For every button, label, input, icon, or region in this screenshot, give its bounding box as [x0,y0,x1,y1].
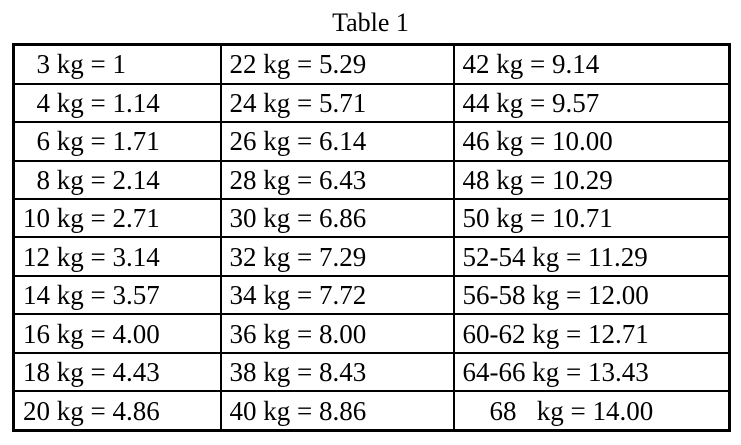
table-cell: 40 kg = 8.86 [219,390,455,432]
table-row: 6 kg = 1.71 26 kg = 6.14 46 kg = 10.00 [12,121,731,162]
weight-table-body: 3 kg = 1 22 kg = 5.29 42 kg = 9.14 4 kg = … [12,43,731,432]
weight-table: 3 kg = 1 22 kg = 5.29 42 kg = 9.14 4 kg = … [12,43,731,432]
table-cell: 18 kg = 4.43 [12,351,222,393]
table-caption: Table 1 [332,8,409,37]
table-cell: 8 kg = 2.14 [12,159,222,200]
table-row: 14 kg = 3.57 34 kg = 7.72 56-58 kg = 12.00 [12,274,731,316]
table-cell: 38 kg = 8.43 [219,351,455,393]
table-cell: 30 kg = 6.86 [219,197,455,239]
table-row: 20 kg = 4.86 40 kg = 8.86 68 kg = 14.00 [12,390,731,432]
table-row: 12 kg = 3.14 32 kg = 7.29 52-54 kg = 11.29 [12,236,731,277]
table-cell: 10 kg = 2.71 [12,197,222,239]
table-cell: 3 kg = 1 [12,43,222,85]
table-cell: 48 kg = 10.29 [452,159,731,200]
table-cell: 20 kg = 4.86 [12,390,222,432]
table-cell: 68 kg = 14.00 [452,390,731,432]
table-row: 3 kg = 1 22 kg = 5.29 42 kg = 9.14 [12,43,731,85]
table-row: 10 kg = 2.71 30 kg = 6.86 50 kg = 10.71 [12,197,731,239]
table-cell: 14 kg = 3.57 [12,274,222,316]
table-cell: 34 kg = 7.72 [219,274,455,316]
table-row: 8 kg = 2.14 28 kg = 6.43 48 kg = 10.29 [12,159,731,200]
table-cell: 12 kg = 3.14 [12,236,222,277]
table-cell: 44 kg = 9.57 [452,82,731,124]
table-cell: 6 kg = 1.71 [12,121,222,162]
table-cell: 50 kg = 10.71 [452,197,731,239]
table-row: 4 kg = 1.14 24 kg = 5.71 44 kg = 9.57 [12,82,731,124]
table-cell: 16 kg = 4.00 [12,313,222,354]
table-cell: 32 kg = 7.29 [219,236,455,277]
table-cell: 4 kg = 1.14 [12,82,222,124]
table-cell: 46 kg = 10.00 [452,121,731,162]
table-cell: 64-66 kg = 13.43 [452,351,731,393]
table-cell: 42 kg = 9.14 [452,43,731,85]
table-cell: 60-62 kg = 12.71 [452,313,731,354]
table-row: 16 kg = 4.00 36 kg = 8.00 60-62 kg = 12.71 [12,313,731,354]
table-cell: 52-54 kg = 11.29 [452,236,731,277]
table-cell: 36 kg = 8.00 [219,313,455,354]
table-row: 18 kg = 4.43 38 kg = 8.43 64-66 kg = 13.43 [12,351,731,393]
table-cell: 26 kg = 6.14 [219,121,455,162]
table-cell: 28 kg = 6.43 [219,159,455,200]
table-cell: 22 kg = 5.29 [219,43,455,85]
table-cell: 24 kg = 5.71 [219,82,455,124]
table-cell: 56-58 kg = 12.00 [452,274,731,316]
